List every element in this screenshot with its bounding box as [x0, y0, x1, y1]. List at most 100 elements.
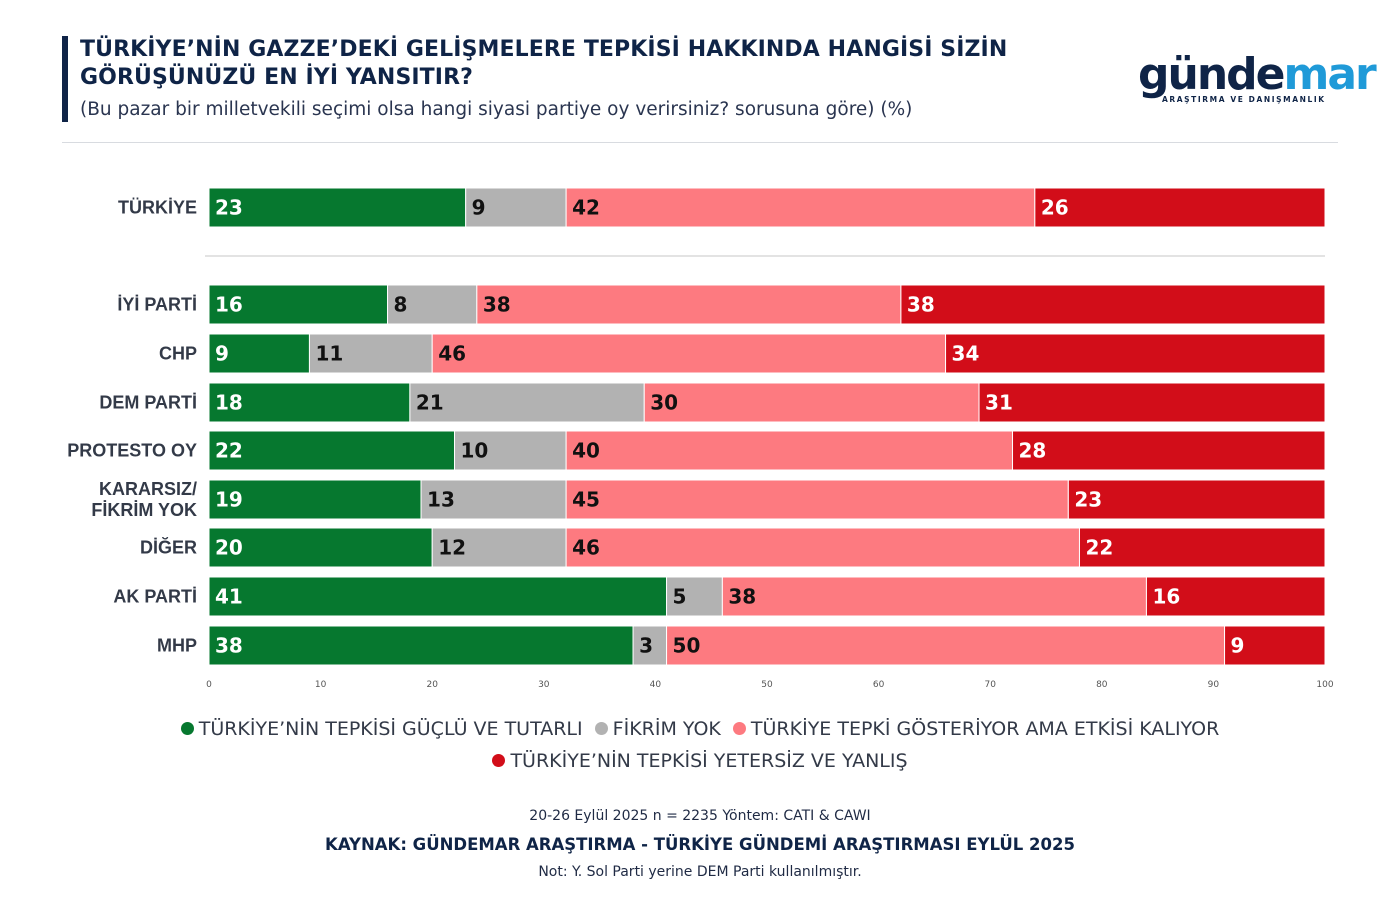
bar-value-label: 3: [639, 634, 653, 658]
bar-segment: [666, 576, 723, 617]
bar-value-label: 22: [215, 439, 243, 463]
bar-segment: [565, 430, 1014, 471]
bar-value-label: 31: [985, 391, 1013, 415]
bar-value-label: 22: [1085, 536, 1113, 560]
bar-value-label: 38: [483, 293, 511, 317]
x-tick-label: 40: [650, 680, 662, 690]
legend-dot-red: [492, 754, 506, 767]
x-tick-label: 50: [761, 680, 773, 690]
bar-value-label: 9: [472, 196, 486, 220]
x-tick-label: 0: [206, 680, 212, 690]
category-label: DİĞER: [140, 537, 197, 558]
footer-method: 20-26 Eylül 2025 n = 2235 Yöntem: CATI &…: [529, 808, 871, 824]
bar-segment: [208, 284, 389, 325]
legend-dot-gray: [594, 722, 608, 735]
bar-value-label: 26: [1041, 196, 1069, 220]
header-divider: [62, 142, 1338, 143]
legend-item-no-opinion: FİKRİM YOK: [594, 718, 721, 740]
bar-segment: [454, 430, 567, 471]
bar-segment: [978, 382, 1326, 423]
category-label: MHP: [157, 636, 197, 656]
bar-value-label: 23: [1074, 488, 1102, 512]
footer-source: KAYNAK: GÜNDEMAR ARAŞTIRMA - TÜRKİYE GÜN…: [325, 835, 1075, 854]
bar-segment: [431, 333, 947, 374]
bar-segment: [476, 284, 902, 325]
gundemar-logo: gündemar ARAŞTIRMA VE DANIŞMANLIK: [1138, 50, 1377, 106]
logo-tagline: ARAŞTIRMA VE DANIŞMANLIK: [1162, 95, 1326, 104]
bar-segment: [945, 333, 1326, 374]
bar-segment: [1034, 187, 1326, 228]
bar-segment: [1067, 479, 1326, 520]
bar-segment: [431, 527, 567, 568]
x-tick-label: 100: [1316, 680, 1333, 690]
bar-segment: [387, 284, 478, 325]
bar-value-label: 18: [215, 391, 243, 415]
bar-value-label: 45: [572, 488, 600, 512]
bar-segment: [1224, 625, 1326, 666]
legend-label-strong: TÜRKİYE’NİN TEPKİSİ GÜÇLÜ VE TUTARLI: [198, 718, 583, 740]
category-label: PROTESTO OY: [67, 441, 197, 461]
x-tick-label: 90: [1208, 680, 1220, 690]
bar-value-label: 10: [461, 439, 489, 463]
bar-segment: [1145, 576, 1326, 617]
category-label: CHP: [159, 344, 197, 364]
legend-item-strong: TÜRKİYE’NİN TEPKİSİ GÜÇLÜ VE TUTARLI: [180, 718, 583, 740]
bar-segment: [420, 479, 567, 520]
legend-label-reacts-but-ineffective: TÜRKİYE TEPKİ GÖSTERİYOR AMA ETKİSİ KALI…: [750, 718, 1220, 740]
bar-segment: [208, 430, 456, 471]
bar-segment: [565, 527, 1080, 568]
legend-item-insufficient: TÜRKİYE’NİN TEPKİSİ YETERSİZ VE YANLIŞ: [492, 750, 908, 772]
bar-segment: [208, 333, 310, 374]
x-tick-label: 10: [315, 680, 327, 690]
bar-value-label: 34: [952, 342, 980, 366]
bar-segment: [208, 625, 634, 666]
category-label: AK PARTİ: [113, 587, 197, 607]
bar-value-label: 30: [650, 391, 678, 415]
bar-value-label: 20: [215, 536, 243, 560]
category-label: İYİ PARTİ: [117, 295, 197, 315]
bar-value-label: 19: [215, 488, 243, 512]
bar-value-label: 40: [572, 439, 600, 463]
bar-value-label: 16: [1152, 585, 1180, 609]
legend-dot-green: [180, 722, 194, 735]
chart-subtitle: (Bu pazar bir milletvekili seçimi olsa h…: [80, 99, 913, 120]
logo-wordmark: gündemar: [1138, 49, 1377, 100]
bar-segment: [208, 576, 668, 617]
bar-segment: [565, 187, 1036, 228]
logo-word-part-2: mar: [1283, 49, 1376, 100]
bar-value-label: 46: [438, 342, 466, 366]
bar-value-label: 50: [673, 634, 701, 658]
category-label: DEM PARTİ: [99, 393, 197, 413]
bar-value-label: 23: [215, 196, 243, 220]
bar-segment: [666, 625, 1226, 666]
bar-value-label: 38: [907, 293, 935, 317]
bar-segment: [565, 479, 1069, 520]
legend-label-no-opinion: FİKRİM YOK: [612, 718, 721, 740]
bar-value-label: 38: [728, 585, 756, 609]
bar-segment: [1012, 430, 1326, 471]
legend-label-insufficient: TÜRKİYE’NİN TEPKİSİ YETERSİZ VE YANLIŞ: [510, 750, 908, 772]
bar-value-label: 16: [215, 293, 243, 317]
category-label: KARARSIZ/FİKRİM YOK: [91, 479, 197, 520]
category-label: TÜRKİYE: [118, 198, 197, 218]
chart-title-line-1: TÜRKİYE’NİN GAZZE’DEKİ GELİŞMELERE TEPKİ…: [80, 37, 1008, 62]
bar-segment: [465, 187, 567, 228]
chart-title-line-2: GÖRÜŞÜNÜZÜ EN İYİ YANSITIR?: [80, 65, 473, 90]
x-tick-label: 20: [426, 680, 438, 690]
bar-value-label: 12: [438, 536, 466, 560]
bar-value-label: 13: [427, 488, 455, 512]
legend-row-2: TÜRKİYE’NİN TEPKİSİ YETERSİZ VE YANLIŞ: [0, 750, 1400, 772]
bar-value-label: 28: [1019, 439, 1047, 463]
bar-value-label: 46: [572, 536, 600, 560]
x-tick-label: 30: [538, 680, 550, 690]
bar-segment: [632, 625, 668, 666]
bar-segment: [208, 187, 467, 228]
bar-segment: [1078, 527, 1326, 568]
bar-value-label: 8: [394, 293, 408, 317]
bar-value-label: 9: [1231, 634, 1245, 658]
footer-note: Not: Y. Sol Parti yerine DEM Parti kulla…: [538, 864, 862, 880]
bar-value-label: 38: [215, 634, 243, 658]
legend-item-reacts-but-ineffective: TÜRKİYE TEPKİ GÖSTERİYOR AMA ETKİSİ KALI…: [732, 718, 1220, 740]
x-tick-label: 80: [1096, 680, 1108, 690]
legend-row-1: TÜRKİYE’NİN TEPKİSİ GÜÇLÜ VE TUTARLI FİK…: [0, 718, 1400, 740]
